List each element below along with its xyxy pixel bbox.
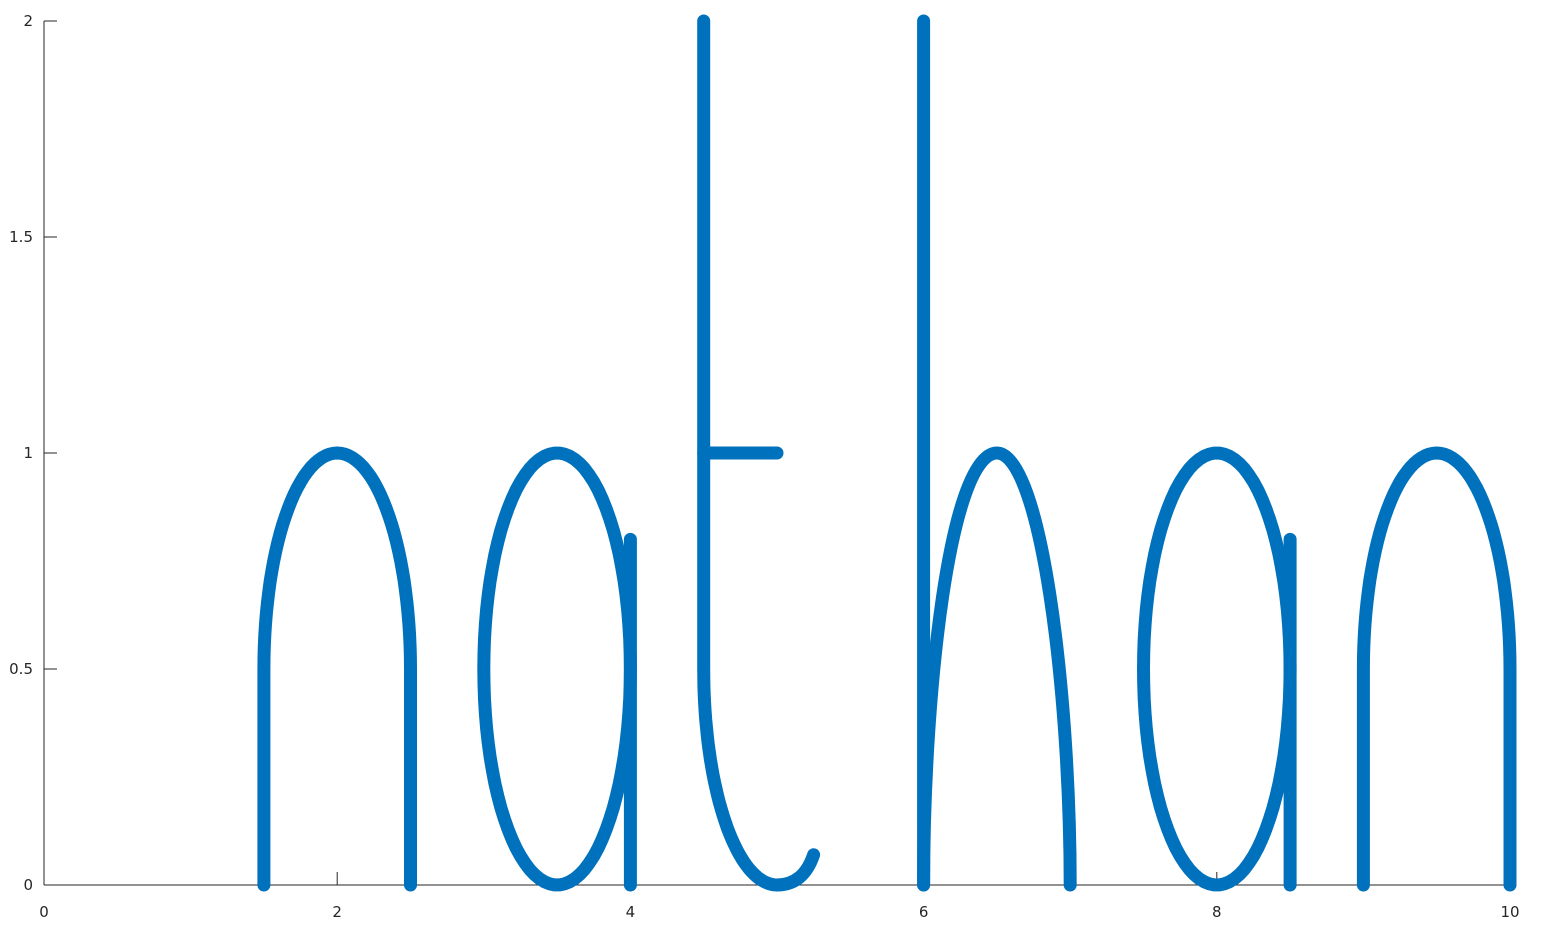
glyph-n — [1356, 446, 1517, 892]
glyph-a — [477, 446, 637, 892]
y-tick-label: 0 — [23, 876, 33, 894]
glyph-t — [697, 14, 821, 892]
series-line — [257, 446, 417, 892]
y-tick-label: 0.5 — [9, 660, 33, 678]
glyph-n — [257, 446, 417, 892]
glyph-curves — [257, 14, 1517, 892]
y-tick-label: 2 — [23, 12, 33, 30]
series-line — [917, 446, 1077, 892]
x-tick-label: 6 — [919, 903, 929, 921]
x-tick-label: 8 — [1212, 903, 1222, 921]
y-tick-label: 1 — [23, 444, 33, 462]
x-tick-label: 10 — [1500, 903, 1519, 921]
x-tick-label: 4 — [626, 903, 636, 921]
x-tick-label: 2 — [332, 903, 342, 921]
series-line — [697, 14, 821, 892]
y-ticks: 0 0.5 1 1.5 2 — [9, 12, 57, 894]
x-tick-label: 0 — [39, 903, 49, 921]
series-line — [477, 446, 637, 892]
series-line — [1137, 446, 1297, 892]
y-tick-label: 1.5 — [9, 228, 33, 246]
series-line — [1356, 446, 1517, 892]
glyph-a — [1137, 446, 1297, 892]
glyph-h — [917, 14, 1077, 892]
